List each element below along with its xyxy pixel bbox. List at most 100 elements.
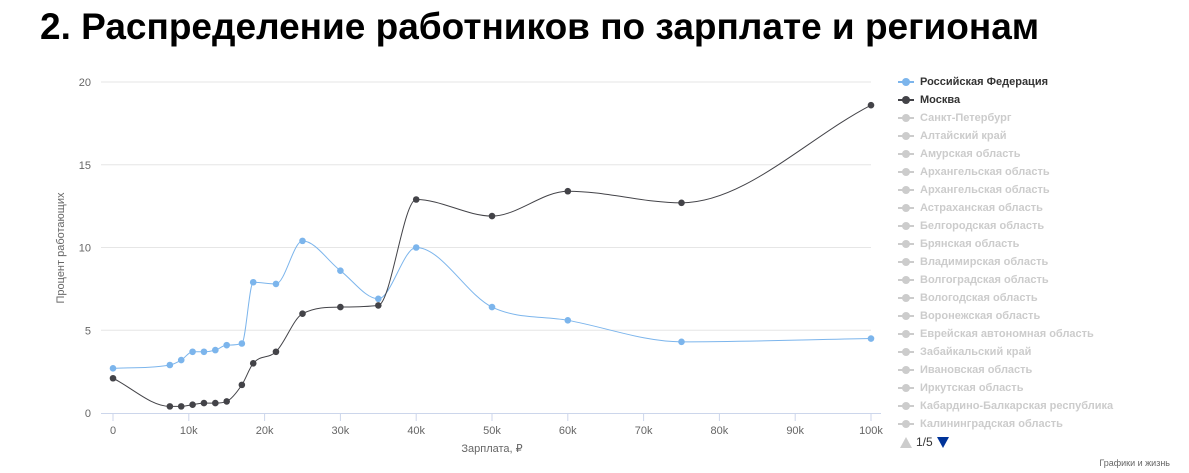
legend-item[interactable]: Еврейская автономная область	[898, 325, 1168, 343]
data-point[interactable]	[212, 399, 219, 407]
data-point[interactable]	[166, 361, 174, 369]
legend-item[interactable]: Алтайский край	[898, 127, 1168, 145]
data-point[interactable]	[238, 340, 246, 347]
legend-item[interactable]: Владимирская область	[898, 253, 1168, 271]
legend-marker-icon	[898, 95, 914, 105]
x-tick-label: 50k	[483, 425, 501, 437]
legend-label: Санкт-Петербург	[920, 112, 1012, 124]
data-point[interactable]	[109, 365, 117, 372]
legend-page-indicator: 1/5	[916, 435, 933, 449]
y-axis-title: Процент работающих	[55, 192, 67, 303]
legend-item[interactable]: Вологодская область	[898, 289, 1168, 307]
data-point[interactable]	[299, 237, 306, 245]
legend-marker-icon	[898, 149, 914, 159]
data-point[interactable]	[375, 295, 382, 303]
legend-label: Брянская область	[920, 238, 1020, 250]
data-point[interactable]	[867, 335, 875, 342]
data-point[interactable]	[867, 101, 875, 109]
legend-marker-icon	[898, 185, 914, 195]
series-layer	[109, 101, 875, 410]
legend-item[interactable]: Астраханская область	[898, 199, 1168, 217]
legend-item[interactable]: Брянская область	[898, 235, 1168, 253]
data-point[interactable]	[272, 280, 280, 288]
data-point[interactable]	[177, 356, 185, 364]
legend-marker-icon	[898, 365, 914, 375]
data-point[interactable]	[678, 199, 685, 207]
data-point[interactable]	[272, 348, 280, 356]
data-point[interactable]	[375, 302, 382, 309]
data-point[interactable]	[223, 341, 230, 349]
legend-item[interactable]: Калининградская область	[898, 415, 1168, 433]
data-point[interactable]	[166, 403, 174, 410]
data-point[interactable]	[189, 401, 196, 409]
data-point[interactable]	[299, 310, 306, 318]
legend-marker-icon	[898, 203, 914, 213]
legend-marker-icon	[898, 419, 914, 429]
data-point[interactable]	[678, 338, 685, 346]
data-point[interactable]	[412, 196, 420, 203]
legend-item[interactable]: Воронежская область	[898, 307, 1168, 325]
x-tick-label: 60k	[559, 425, 577, 437]
legend-label: Алтайский край	[920, 130, 1007, 142]
data-point[interactable]	[200, 399, 208, 407]
legend-marker-icon	[898, 113, 914, 123]
legend-item[interactable]: Белгородская область	[898, 217, 1168, 235]
data-point[interactable]	[337, 267, 344, 274]
data-point[interactable]	[337, 303, 344, 311]
series-1	[109, 237, 875, 372]
legend-marker-icon	[898, 239, 914, 249]
x-tick-label: 80k	[711, 425, 729, 437]
data-point[interactable]	[223, 398, 230, 405]
data-point[interactable]	[212, 346, 219, 354]
legend-item[interactable]: Российская Федерация	[898, 73, 1168, 91]
legend-page-up-icon[interactable]	[900, 436, 912, 448]
legend-item[interactable]: Архангельская область	[898, 163, 1168, 181]
legend-item[interactable]: Архангельская область	[898, 181, 1168, 199]
legend-item[interactable]: Забайкальский край	[898, 343, 1168, 361]
data-point[interactable]	[249, 360, 257, 367]
legend-item[interactable]: Иркутская область	[898, 379, 1168, 397]
legend-marker-icon	[898, 257, 914, 267]
data-point[interactable]	[200, 348, 208, 356]
legend-item[interactable]: Кабардино-Балкарская республика	[898, 397, 1168, 415]
data-point[interactable]	[488, 212, 496, 220]
legend-item[interactable]: Москва	[898, 91, 1168, 109]
legend-page-down-icon[interactable]	[936, 436, 949, 448]
x-tick-label: 20k	[256, 425, 274, 437]
legend-label: Владимирская область	[920, 256, 1049, 268]
data-point[interactable]	[189, 348, 196, 356]
legend-pagination: 1/5	[900, 435, 949, 449]
y-tick-label: 0	[85, 408, 91, 420]
legend-marker-icon	[898, 329, 914, 339]
data-point[interactable]	[488, 303, 496, 311]
data-point[interactable]	[177, 403, 185, 410]
data-point[interactable]	[564, 187, 572, 195]
data-point[interactable]	[412, 244, 420, 251]
legend-marker-icon	[898, 275, 914, 285]
legend-label: Еврейская автономная область	[920, 328, 1094, 340]
data-point[interactable]	[109, 374, 117, 382]
grid-lines	[101, 81, 871, 331]
legend-label: Воронежская область	[920, 310, 1041, 322]
x-tick-label: 0	[110, 425, 116, 437]
legend-label: Архангельская область	[920, 184, 1050, 196]
x-tick-label: 10k	[180, 425, 198, 437]
credits-link[interactable]: Графики и жизнь	[1099, 458, 1170, 468]
data-point[interactable]	[249, 278, 257, 286]
legend-item[interactable]: Ивановская область	[898, 361, 1168, 379]
legend-item[interactable]: Волгоградская область	[898, 271, 1168, 289]
legend-marker-icon	[898, 77, 914, 87]
legend-label: Ивановская область	[920, 364, 1033, 376]
legend-marker-icon	[898, 293, 914, 303]
y-tick-label: 20	[79, 77, 91, 89]
data-point[interactable]	[564, 317, 572, 324]
legend-label: Москва	[920, 94, 961, 106]
data-point[interactable]	[238, 381, 246, 389]
legend-item[interactable]: Амурская область	[898, 145, 1168, 163]
legend-item[interactable]: Санкт-Петербург	[898, 109, 1168, 127]
legend-marker-icon	[898, 221, 914, 231]
y-tick-label: 10	[79, 243, 91, 255]
x-tick-label: 30k	[332, 425, 350, 437]
legend-label: Архангельская область	[920, 166, 1050, 178]
